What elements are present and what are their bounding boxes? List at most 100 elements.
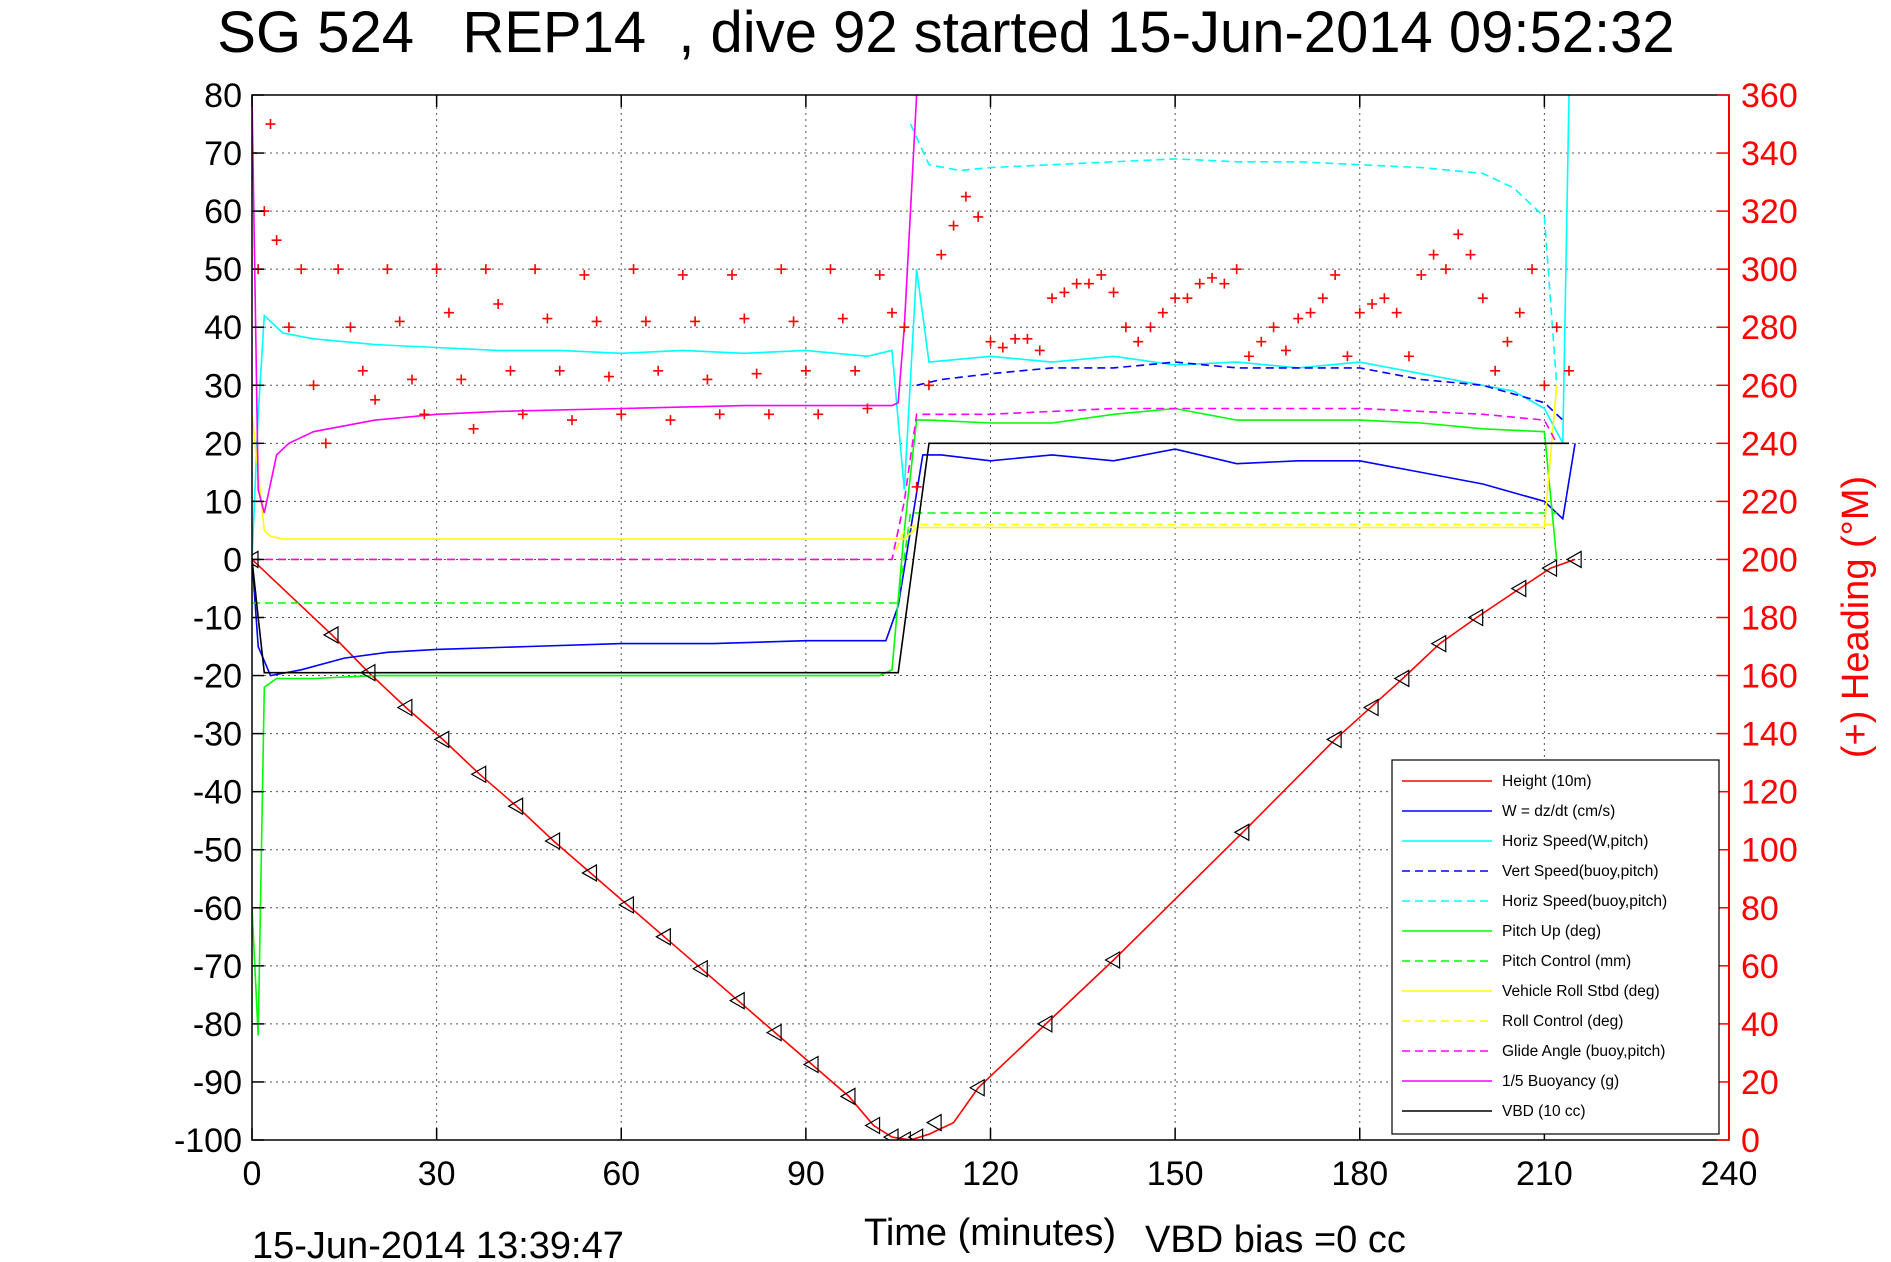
- dive-marker: [895, 1130, 911, 1140]
- heading-point: [283, 322, 294, 333]
- heading-point: [1059, 287, 1070, 298]
- x-tick-label: 180: [1331, 1155, 1388, 1193]
- dive-marker: [1104, 950, 1121, 970]
- heading-point: [382, 264, 393, 275]
- y-tick-label-right: 160: [1741, 658, 1798, 696]
- y-tick-label-left: 50: [204, 251, 242, 289]
- heading-point: [1514, 307, 1525, 318]
- heading-point: [456, 374, 467, 385]
- heading-point: [505, 365, 516, 376]
- heading-point: [948, 220, 959, 231]
- x-tick-label: 120: [962, 1155, 1019, 1193]
- heading-point: [517, 409, 528, 420]
- heading-point: [579, 269, 590, 280]
- heading-point: [1120, 322, 1131, 333]
- heading-point: [308, 380, 319, 391]
- heading-point: [1342, 351, 1353, 362]
- dive-marker: [1541, 559, 1558, 578]
- y-tick-label-left: 80: [204, 77, 242, 115]
- x-tick-label: 60: [602, 1155, 640, 1193]
- dive-marker: [322, 625, 339, 644]
- heading-point: [1157, 307, 1168, 318]
- series-line: [252, 95, 918, 514]
- dive-marker: [470, 765, 487, 784]
- heading-point: [690, 316, 701, 327]
- heading-point: [1305, 307, 1316, 318]
- y-tick-label-right: 100: [1741, 832, 1798, 870]
- y-tick-label-right: 360: [1741, 77, 1798, 115]
- y-tick-label-left: -100: [174, 1122, 242, 1160]
- series-line: [252, 443, 1576, 677]
- heading-point: [714, 409, 725, 420]
- heading-point: [985, 336, 996, 347]
- heading-point: [800, 365, 811, 376]
- heading-point: [1367, 299, 1378, 309]
- heading-point: [862, 403, 873, 414]
- heading-point: [1219, 278, 1230, 289]
- y-tick-label-left: -20: [193, 658, 242, 696]
- heading-point: [1317, 293, 1328, 304]
- heading-point: [763, 409, 774, 420]
- heading-point: [997, 342, 1008, 353]
- heading-point: [567, 415, 578, 426]
- legend-entry: Vert Speed(buoy,pitch): [1502, 863, 1659, 880]
- y-tick-label-left: -40: [193, 774, 242, 812]
- dive-marker: [907, 1128, 924, 1140]
- y-tick-label-right: 300: [1741, 251, 1798, 289]
- heading-point: [554, 365, 565, 376]
- heading-point: [899, 322, 910, 333]
- heading-point: [1502, 336, 1513, 347]
- y-tick-label-right: 140: [1741, 716, 1798, 754]
- dive-marker: [359, 663, 376, 682]
- dive-marker: [1325, 730, 1342, 749]
- heading-point: [923, 380, 934, 391]
- dive-marker: [1430, 634, 1447, 653]
- heading-point: [271, 235, 282, 246]
- series-layer: [252, 95, 1576, 1140]
- x-tick-label: 240: [1701, 1155, 1758, 1193]
- heading-point: [431, 264, 442, 275]
- legend-entry: 1/5 Buoyancy (g): [1502, 1073, 1619, 1090]
- heading-point: [1194, 278, 1205, 289]
- series-line: [252, 385, 1558, 540]
- y-tick-label-left: 60: [204, 193, 242, 231]
- heading-point: [1379, 293, 1390, 304]
- dive-marker: [396, 698, 413, 717]
- heading-point: [468, 423, 479, 434]
- y-axis-right: 3603403203002802602402202001801601401201…: [1717, 77, 1798, 1160]
- dive-marker: [581, 863, 598, 882]
- heading-point: [1083, 278, 1094, 289]
- heading-point: [1330, 269, 1341, 280]
- heading-point: [640, 316, 651, 327]
- heading-point: [443, 307, 454, 318]
- heading-point: [345, 322, 356, 333]
- heading-point: [813, 409, 824, 420]
- heading-point: [1096, 269, 1107, 280]
- heading-point: [628, 264, 639, 275]
- y-tick-label-left: 10: [204, 483, 242, 521]
- heading-point: [739, 313, 750, 324]
- dive-marker: [968, 1078, 985, 1097]
- heading-point: [1207, 272, 1218, 283]
- series-line: [252, 558, 1576, 1140]
- y-tick-label-right: 0: [1741, 1122, 1760, 1160]
- heading-point: [407, 374, 418, 385]
- heading-point: [1563, 365, 1574, 376]
- heading-point: [973, 211, 984, 222]
- legend-entry: VBD (10 cc): [1502, 1103, 1586, 1120]
- heading-point: [788, 316, 799, 327]
- timestamp: 15-Jun-2014 13:39:47: [252, 1225, 624, 1262]
- vbd-bias-note: VBD bias =0 cc: [1145, 1219, 1406, 1261]
- dive-marker: [882, 1128, 899, 1140]
- y-tick-label-left: 0: [223, 541, 242, 579]
- heading-point: [542, 313, 553, 324]
- y-tick-label-left: 70: [204, 135, 242, 173]
- heading-point: [591, 316, 602, 327]
- heading-point: [1416, 269, 1427, 280]
- heading-point: [1231, 264, 1242, 275]
- dive-marker: [433, 730, 450, 749]
- heading-point: [1133, 336, 1144, 347]
- heading-point: [1391, 307, 1402, 318]
- heading-point: [370, 394, 381, 405]
- y-tick-label-right: 80: [1741, 890, 1779, 928]
